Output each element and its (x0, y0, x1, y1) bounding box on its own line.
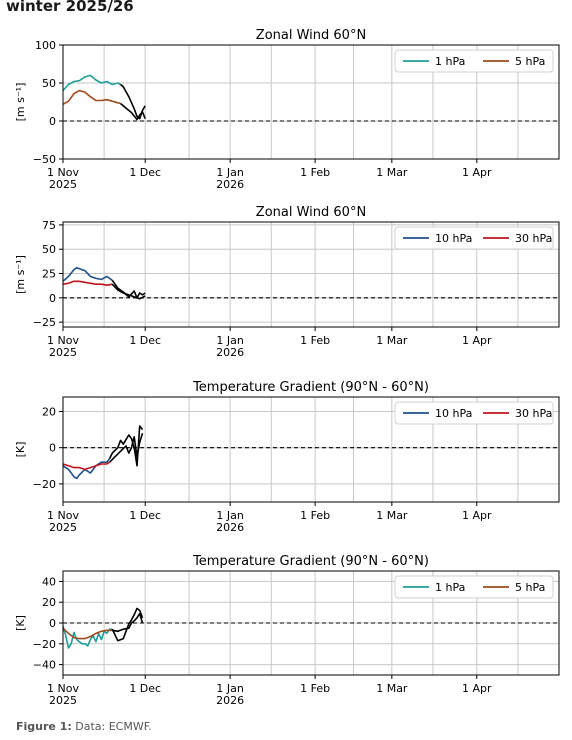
legend-label: 10 hPa (435, 407, 472, 420)
y-tick-label: 0 (49, 442, 56, 455)
axes-frame (62, 44, 560, 160)
series-line-5-hpa (62, 89, 121, 105)
legend: 10 hPa 30 hPa (394, 401, 554, 425)
x-tick-label: 1 Jan (216, 509, 243, 522)
legend-box (394, 575, 554, 599)
x-tick-label: 1 Dec (129, 682, 161, 695)
y-tick-label: 0 (49, 292, 56, 305)
x-tick-sublabel: 2025 (49, 521, 77, 534)
x-tick-label: 1 Jan (216, 334, 243, 347)
series-line-forecast-3 (112, 612, 144, 633)
x-tick-sublabel: 2025 (49, 694, 77, 707)
y-tick-label: 40 (42, 575, 56, 588)
series-line-30-hpa (62, 280, 113, 287)
chart-title: Temperature Gradient (90°N - 60°N) (192, 554, 429, 569)
y-tick-label: −25 (33, 316, 56, 329)
x-tick-label: 1 Mar (376, 509, 408, 522)
legend: 1 hPa 5 hPa (394, 49, 554, 73)
x-tick-sublabel: 2026 (216, 694, 244, 707)
x-tick-label: 1 Nov (47, 682, 79, 695)
x-tick-label: 1 Mar (376, 166, 408, 179)
legend-label: 30 hPa (515, 232, 552, 245)
axes-frame (62, 396, 560, 503)
series-line-forecast-3 (119, 102, 146, 121)
series-line-10-hpa (62, 266, 113, 282)
y-tick-label: 25 (42, 268, 56, 281)
y-tick-label: 100 (35, 39, 56, 52)
y-axis-label: [m s⁻¹] (14, 255, 27, 294)
figure-caption: Figure 1: Data: ECMWF. (16, 720, 152, 733)
legend-label: 30 hPa (515, 407, 552, 420)
y-tick-label: −20 (33, 478, 56, 491)
legend-label: 10 hPa (435, 232, 472, 245)
legend: 1 hPa 5 hPa (394, 575, 554, 599)
series-line-forecast-2 (111, 607, 144, 642)
series-line-forecast-3 (109, 432, 144, 463)
caption-label: Figure 1: (16, 720, 72, 733)
x-tick-label: 1 Nov (47, 509, 79, 522)
y-axis-label: [K] (14, 442, 27, 458)
x-tick-label: 1 Nov (47, 334, 79, 347)
series-line-5-hpa (62, 627, 113, 640)
x-tick-label: 1 Dec (129, 334, 161, 347)
legend-box (394, 49, 554, 73)
y-tick-label: 20 (42, 405, 56, 418)
axes-frame (62, 570, 560, 676)
y-tick-label: 50 (42, 77, 56, 90)
chart-title: Zonal Wind 60°N (256, 28, 366, 43)
x-tick-label: 1 Jan (216, 682, 243, 695)
x-tick-label: 1 Apr (462, 509, 492, 522)
y-tick-label: 0 (49, 115, 56, 128)
legend-label: 5 hPa (515, 55, 545, 68)
series-line-1-hpa (62, 74, 121, 92)
x-tick-label: 1 Feb (300, 334, 330, 347)
chart-title: Zonal Wind 60°N (256, 205, 366, 220)
x-tick-label: 1 Mar (376, 334, 408, 347)
series-line-forecast-2 (111, 279, 146, 299)
x-tick-label: 1 Mar (376, 682, 408, 695)
x-tick-sublabel: 2025 (49, 346, 77, 359)
y-axis-label: [K] (14, 615, 27, 631)
x-tick-label: 1 Apr (462, 682, 492, 695)
axes-frame (62, 221, 560, 328)
y-tick-label: 0 (49, 617, 56, 630)
chart-panel-3: Temperature Gradient (90°N - 60°N)1 Nov2… (14, 380, 560, 534)
x-tick-label: 1 Feb (300, 166, 330, 179)
chart-title: Temperature Gradient (90°N - 60°N) (192, 380, 429, 395)
x-tick-sublabel: 2026 (216, 178, 244, 191)
x-tick-sublabel: 2026 (216, 346, 244, 359)
legend-box (394, 401, 554, 425)
page-title: winter 2025/26 (6, 0, 134, 15)
x-tick-sublabel: 2025 (49, 178, 77, 191)
x-tick-label: 1 Jan (216, 166, 243, 179)
y-tick-label: −20 (33, 638, 56, 651)
series-line-forecast-3 (111, 283, 146, 300)
legend-label: 1 hPa (435, 581, 465, 594)
x-tick-label: 1 Feb (300, 509, 330, 522)
x-tick-label: 1 Nov (47, 166, 79, 179)
y-tick-label: 20 (42, 596, 56, 609)
y-tick-label: 50 (42, 243, 56, 256)
chart-panel-4: Temperature Gradient (90°N - 60°N)1 Nov2… (14, 554, 560, 707)
legend-label: 5 hPa (515, 581, 545, 594)
x-tick-label: 1 Apr (462, 334, 492, 347)
y-tick-label: −50 (33, 153, 56, 166)
x-tick-label: 1 Apr (462, 166, 492, 179)
x-tick-label: 1 Feb (300, 682, 330, 695)
legend-box (394, 226, 554, 250)
x-tick-label: 1 Dec (129, 509, 161, 522)
series-line-30-hpa (62, 461, 111, 471)
x-tick-label: 1 Dec (129, 166, 161, 179)
x-tick-sublabel: 2026 (216, 521, 244, 534)
legend-label: 1 hPa (435, 55, 465, 68)
y-axis-label: [m s⁻¹] (14, 83, 27, 122)
legend: 10 hPa 30 hPa (394, 226, 554, 250)
y-tick-label: 75 (42, 219, 56, 232)
caption-text: Data: ECMWF. (75, 720, 152, 733)
y-tick-label: −40 (33, 659, 56, 672)
